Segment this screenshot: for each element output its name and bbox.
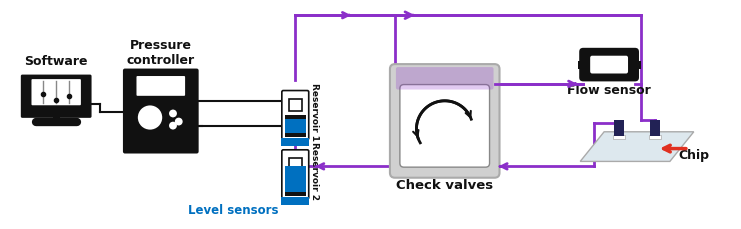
- Text: Pressure
controller: Pressure controller: [127, 38, 195, 66]
- FancyBboxPatch shape: [21, 75, 92, 118]
- FancyBboxPatch shape: [123, 69, 199, 154]
- Bar: [649, 135, 661, 139]
- FancyBboxPatch shape: [31, 80, 81, 106]
- Bar: [635, 61, 641, 69]
- Circle shape: [138, 106, 162, 130]
- FancyBboxPatch shape: [136, 77, 185, 96]
- Bar: [285, 175, 306, 184]
- FancyBboxPatch shape: [396, 68, 494, 90]
- Polygon shape: [580, 132, 694, 162]
- Bar: [650, 120, 660, 136]
- Text: Chip: Chip: [679, 148, 710, 161]
- Bar: [285, 134, 306, 137]
- FancyBboxPatch shape: [390, 65, 499, 178]
- FancyBboxPatch shape: [400, 85, 490, 167]
- Bar: [285, 116, 306, 125]
- Circle shape: [175, 118, 183, 126]
- Bar: [578, 61, 584, 69]
- Text: Level sensors: Level sensors: [188, 203, 279, 216]
- FancyBboxPatch shape: [590, 57, 628, 74]
- Bar: [282, 198, 309, 205]
- Text: Software: Software: [24, 54, 88, 67]
- Bar: [289, 99, 302, 112]
- FancyBboxPatch shape: [579, 49, 639, 82]
- Text: Reservoir 1: Reservoir 1: [310, 83, 319, 140]
- Bar: [282, 139, 309, 147]
- Bar: [614, 120, 624, 136]
- Circle shape: [169, 110, 177, 118]
- Bar: [285, 192, 306, 196]
- Bar: [289, 158, 302, 171]
- Text: Reservoir 2: Reservoir 2: [310, 142, 319, 199]
- Circle shape: [169, 122, 177, 130]
- Bar: [285, 167, 306, 192]
- Text: Flow sensor: Flow sensor: [567, 84, 651, 97]
- Bar: [613, 135, 625, 139]
- Text: Check valves: Check valves: [396, 178, 494, 191]
- Bar: [285, 119, 306, 133]
- FancyBboxPatch shape: [282, 91, 309, 140]
- FancyBboxPatch shape: [282, 150, 309, 199]
